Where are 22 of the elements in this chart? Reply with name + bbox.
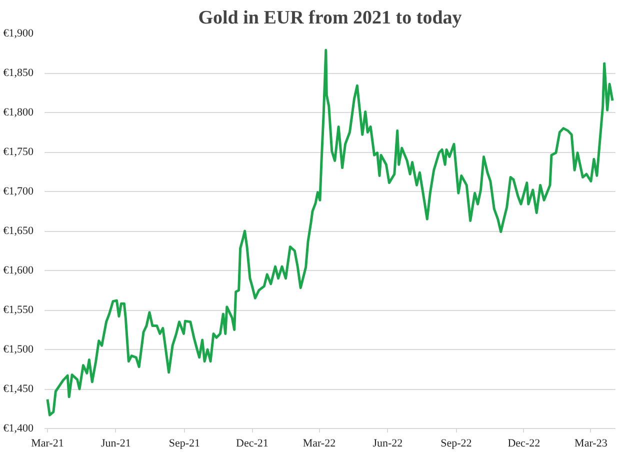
x-tick-label: Jun-22 <box>372 438 403 450</box>
x-tick-label: Sep-21 <box>168 438 200 450</box>
y-tick-label: €1,800 <box>3 106 34 118</box>
y-tick-label: €1,900 <box>3 28 34 40</box>
line-series <box>46 48 614 416</box>
y-tick-label: €1,650 <box>3 225 34 237</box>
x-tick-label: Sep-22 <box>440 438 472 450</box>
y-tick-label: €1,850 <box>3 67 34 79</box>
x-tick-label: Mar-23 <box>574 438 608 450</box>
y-tick-label: €1,600 <box>3 264 34 276</box>
y-tick-label: €1,400 <box>3 422 34 434</box>
x-tick-label: Dec-22 <box>508 438 540 450</box>
y-tick-label: €1,450 <box>3 383 34 395</box>
y-tick-label: €1,500 <box>3 344 34 356</box>
x-tick-label: Mar-22 <box>302 438 336 450</box>
x-tick-label: Jun-21 <box>100 438 131 450</box>
x-tick-label: Mar-21 <box>31 438 64 450</box>
x-tick-label: Dec-21 <box>236 438 268 450</box>
y-tick-label: €1,750 <box>3 146 34 158</box>
chart-title: Gold in EUR from 2021 to today <box>198 8 462 28</box>
y-tick-label: €1,700 <box>3 186 34 198</box>
y-tick-label: €1,550 <box>3 304 34 316</box>
